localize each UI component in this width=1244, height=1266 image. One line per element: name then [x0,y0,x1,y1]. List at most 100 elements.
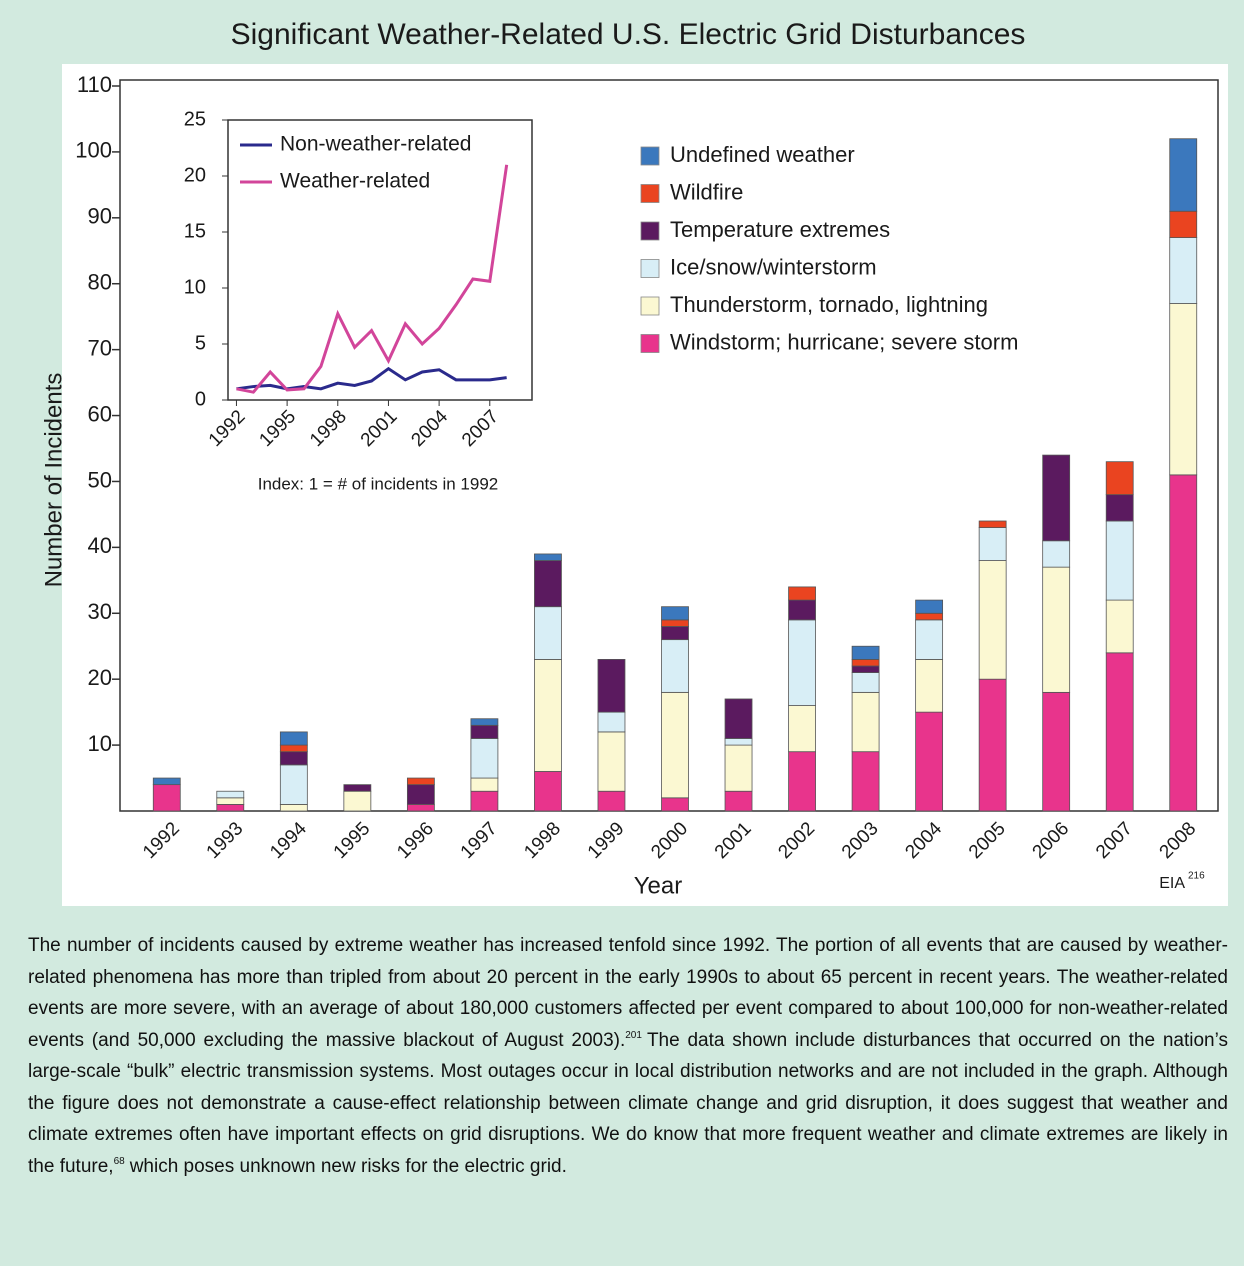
legend-label: Windstorm; hurricane; severe storm [670,329,1018,354]
bar-segment [788,705,816,753]
y-tick-label: 70 [88,335,112,360]
bar-segment [1169,210,1198,238]
bar-segment [470,777,499,792]
bar-segment [788,586,816,601]
bar-segment [279,764,308,805]
line [236,366,507,391]
bar-segment [788,599,816,621]
bar-segment [597,790,626,812]
bar-segment [216,797,245,805]
source: EIA [1159,875,1185,892]
legend-swatch [640,146,660,166]
bar-segment [152,777,181,786]
annotation: Index: 1 = # of incidents in 1992 [258,474,499,493]
source-ref: 216 [1188,871,1205,882]
y-tick-label: 110 [77,72,112,97]
legend-label: Non-weather-related [280,133,471,156]
y-tick-label: 10 [88,731,112,756]
y-tick-label: 15 [184,220,206,242]
bar-segment [1042,540,1071,568]
bar-segment [661,626,689,641]
y-tick-label: 30 [88,599,112,624]
bar-segment [978,520,1007,528]
y-tick-label: 5 [195,332,206,354]
y-tick-label: 100 [75,138,112,163]
bar-segment [1169,303,1198,476]
legend-label: Ice/snow/winterstorm [670,254,877,279]
bar-segment [661,606,689,621]
bar-segment [724,790,753,812]
caption-text: which poses unknown new risks for the el… [129,1155,567,1177]
bar-segment [851,665,880,673]
legend-swatch [640,259,660,278]
bar-segment [724,698,753,739]
line [236,164,509,394]
bar-segment [406,804,435,812]
legend-label: Wildfire [670,179,743,204]
y-tick-label: 20 [184,164,206,186]
bar-segment [724,738,753,746]
bar-segment [470,790,499,812]
bar-segment [851,672,880,693]
legend-label: Weather-related [280,170,430,193]
bar-segment [661,797,689,812]
bar-segment [1169,474,1198,812]
legend-swatch [640,334,660,353]
bar-segment [661,639,689,693]
bar-segment [279,751,308,766]
bar-segment [279,804,308,812]
caption-text: The data shown include disturbances that… [28,1029,1228,1177]
bar-segment [661,691,689,799]
y-tick-label: 50 [88,467,112,492]
bar-segment [216,790,245,799]
bar-segment [216,804,245,812]
bar-segment [915,612,944,621]
bar-segment [1105,520,1134,601]
bar-segment [851,659,880,667]
bar-segment [915,711,944,812]
y-tick-label: 0 [195,388,206,410]
y-tick-label: 20 [88,665,112,690]
caption: The number of incidents caused by extrem… [28,930,1228,1182]
footnote-ref: 201 [625,1030,642,1042]
y-tick-label: 60 [88,401,112,426]
y-tick-label: 40 [88,533,112,558]
bar-segment [470,718,499,726]
bar-segment [788,619,816,706]
bar-segment [597,731,626,792]
bar-segment [279,731,308,746]
bar-segment [788,751,816,812]
bar-segment [470,724,499,739]
bar-segment [978,527,1007,561]
chart: Significant Weather-Related U.S. Electri… [40,18,1228,906]
caption-text: The number of incidents caused by extrem… [28,935,1228,1051]
bar-segment [915,599,944,614]
bar-segment [534,560,562,608]
legend-swatch [640,221,660,241]
bar-segment [534,606,562,660]
legend-label: Undefined weather [670,142,855,167]
legend-swatch [640,296,660,316]
x-axis-label: Year [634,872,683,899]
bar-segment [915,619,944,660]
bar-segment [1169,138,1198,212]
bar-segment [978,560,1007,680]
y-tick-label: 90 [88,204,112,229]
bar-segment [1042,566,1071,693]
bar-segment [978,678,1007,812]
bar-segment [1042,691,1071,812]
bar-segment [343,784,372,792]
bar-segment [851,751,880,812]
bar-segment [851,691,880,753]
legend-label: Thunderstorm, tornado, lightning [670,292,988,317]
legend-swatch [640,184,660,203]
bar-segment [597,659,626,713]
bar-segment [1105,494,1134,522]
y-axis-label: Number of Incidents [40,373,67,588]
chart-title: Significant Weather-Related U.S. Electri… [231,18,1026,51]
y-tick-label: 80 [88,270,112,295]
legend-label: Temperature extremes [670,217,890,242]
bar-segment [1169,237,1198,304]
footnote-ref: 68 [113,1156,125,1168]
